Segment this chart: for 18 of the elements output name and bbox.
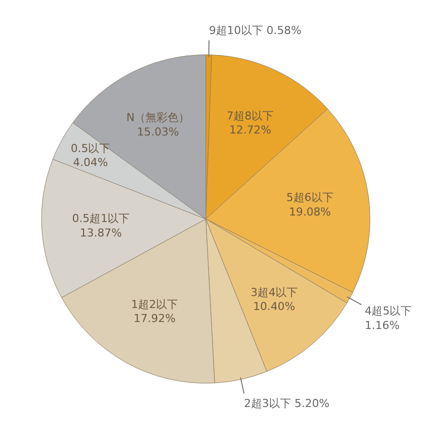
slice-label: 2超3以下 5.20% [244, 396, 330, 410]
data-label: 15.03% [137, 125, 179, 138]
slice-label: 0.5超1以下 [72, 212, 130, 226]
data-label: 4.04% [72, 156, 108, 170]
data-label: 19.08% [288, 205, 331, 218]
data-label: 12.72% [229, 124, 272, 137]
slice-label: 1超2以下 [131, 298, 178, 311]
slice-label: 3超4以下 [250, 286, 298, 299]
data-label: 1.16% [364, 319, 400, 332]
slice-label: 9超10以下 0.58% [209, 24, 302, 37]
slice-label: 7超8以下 [226, 109, 274, 122]
data-label: 17.92% [134, 312, 176, 326]
slice-label: N（無彩色） [126, 111, 190, 124]
data-label: 13.87% [80, 226, 122, 240]
data-label: 10.40% [253, 300, 296, 314]
slice-label: 0.5以下 [70, 142, 110, 155]
slice-label: 4超5以下 [364, 304, 412, 318]
slice-label: 5超6以下 [286, 191, 334, 204]
